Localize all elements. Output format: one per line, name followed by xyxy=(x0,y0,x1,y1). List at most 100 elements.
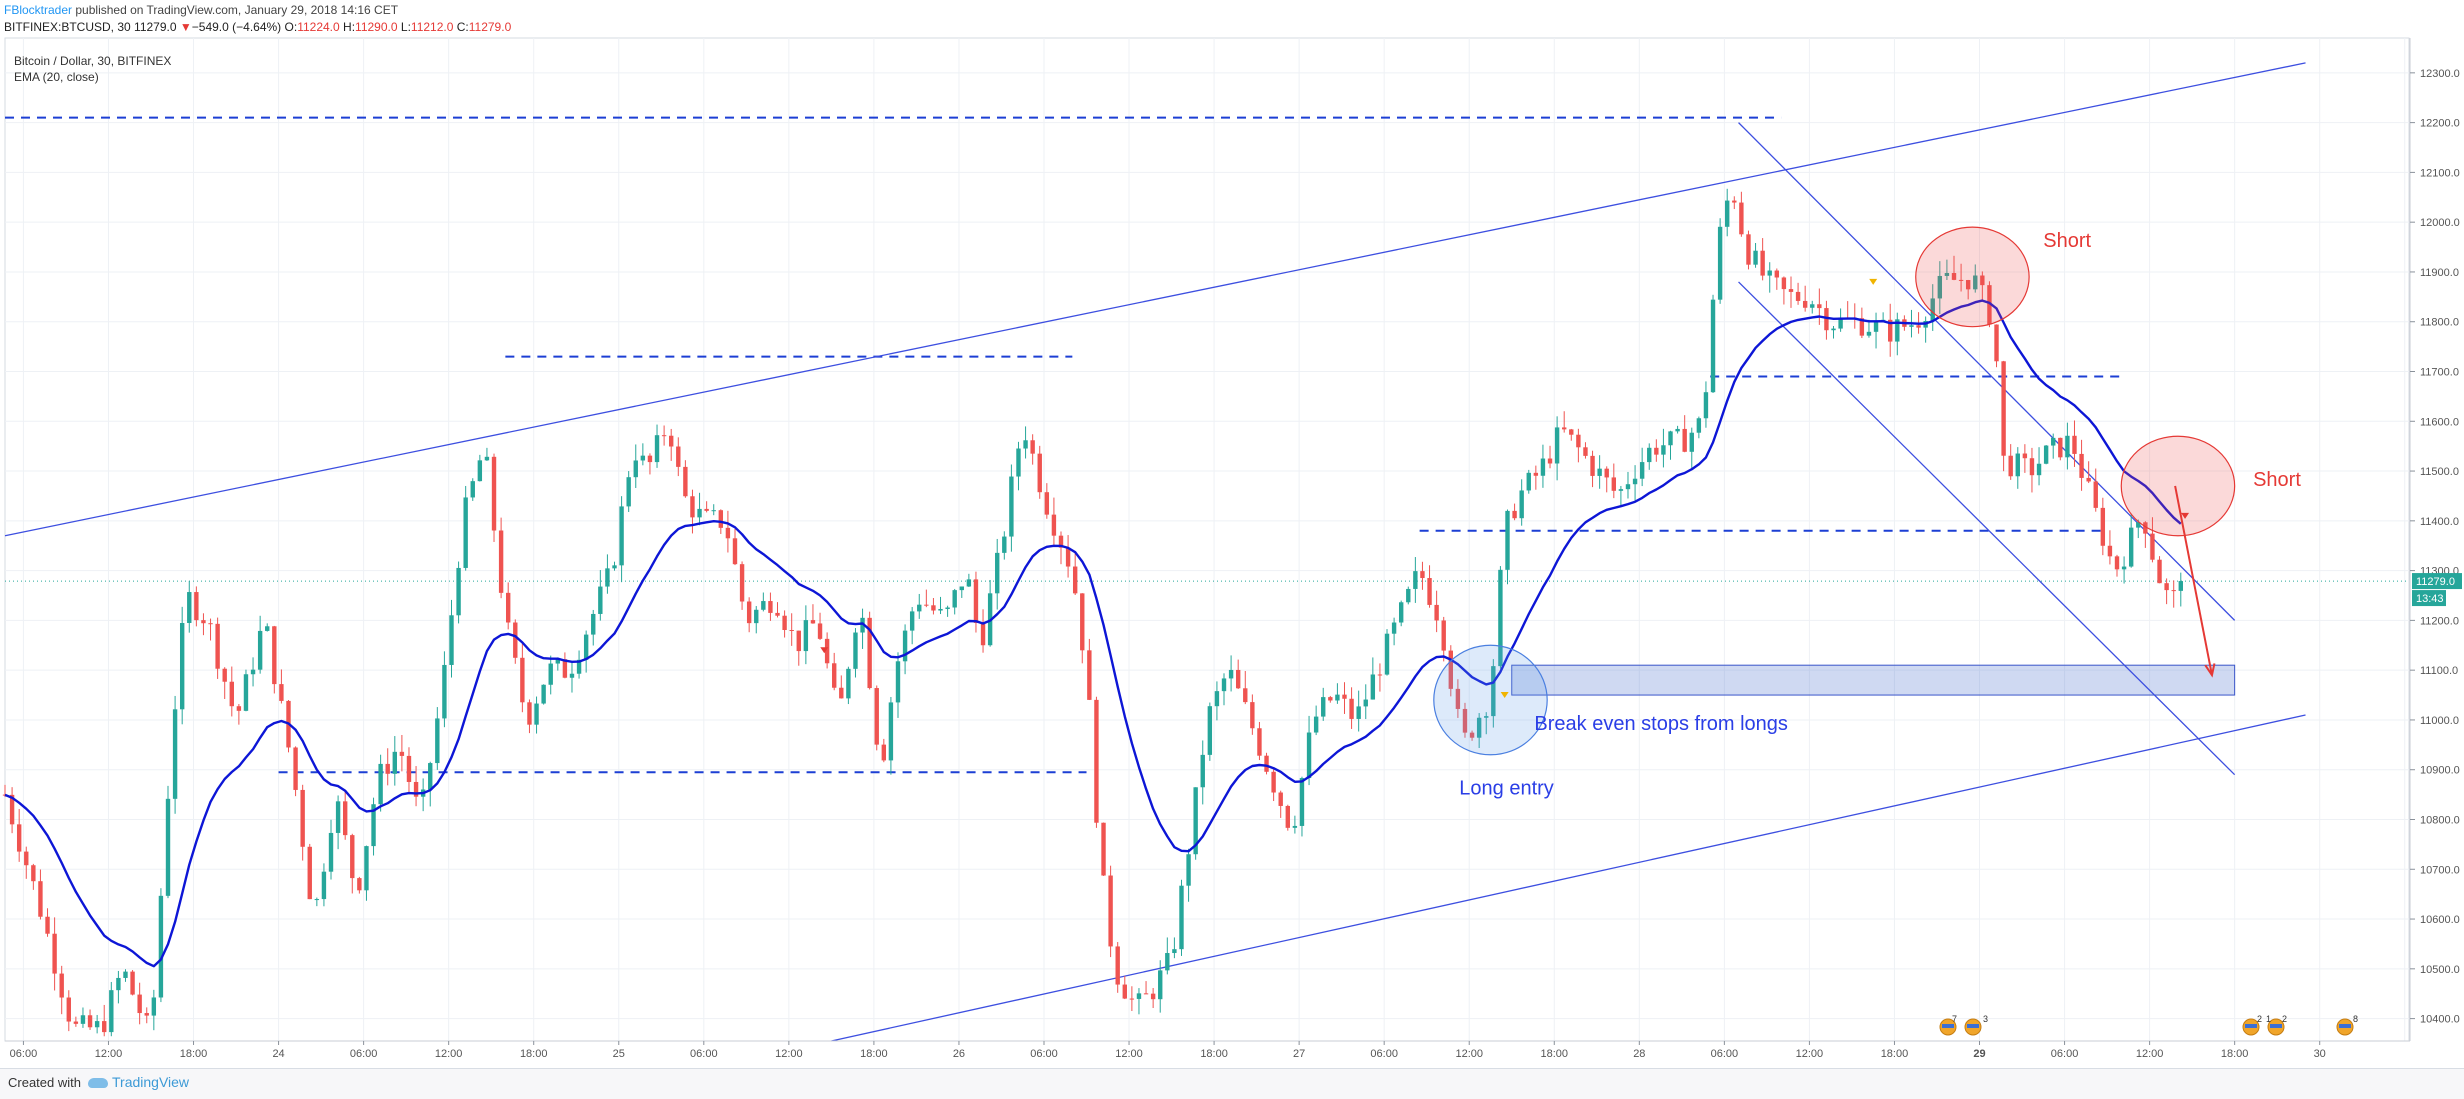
plot-area[interactable] xyxy=(4,37,2410,1042)
candle-body xyxy=(633,460,638,478)
candle-body xyxy=(2171,590,2176,592)
candle-body xyxy=(1795,291,1801,301)
candle-body xyxy=(973,579,979,623)
candle-body xyxy=(839,687,844,699)
close-value: 11279.0 xyxy=(468,20,512,34)
price-tick-label: 12200.0 xyxy=(2420,118,2460,130)
candle-body xyxy=(534,703,539,725)
horizontal-levels xyxy=(5,116,2409,774)
candle-body xyxy=(2043,445,2049,464)
candle-body xyxy=(1108,875,1113,947)
candle-body xyxy=(1420,571,1425,579)
low-label: L: xyxy=(400,20,411,34)
candle-body xyxy=(2157,559,2162,584)
candle-body xyxy=(1427,578,1432,605)
candle-body xyxy=(357,878,362,891)
candle-body xyxy=(208,623,213,625)
candle-body xyxy=(243,674,249,711)
candle-body xyxy=(1831,328,1836,331)
candle-body xyxy=(959,586,964,591)
ema-line xyxy=(4,299,2182,968)
time-axis[interactable]: 06:00 12:00 18:00 24 06:00 12:00 18:00 25 06:00 1… xyxy=(5,1040,2410,1060)
time-tick-label: 06:00 xyxy=(1711,1048,1739,1060)
candle-body xyxy=(505,592,511,623)
candle-body xyxy=(2065,435,2070,458)
candle-body xyxy=(116,977,121,991)
candle-body xyxy=(45,916,50,934)
chart-title: Bitcoin / Dollar, 30, BITFINEX xyxy=(14,54,171,68)
time-tick-label: 06:00 xyxy=(2051,1048,2079,1060)
countdown-label: 13:43 xyxy=(2416,593,2444,605)
candle-body xyxy=(562,659,568,678)
price-axis[interactable]: 10400.0 10500.0 10600.0 10700.0 10800.0 10900… xyxy=(2409,38,2464,1041)
candle-body xyxy=(789,629,794,631)
time-tick-label: 18:00 xyxy=(1541,1048,1569,1060)
candle-body xyxy=(1299,778,1305,826)
candle-body xyxy=(725,527,731,539)
candle-body xyxy=(1023,440,1028,449)
candle-body xyxy=(1696,418,1702,433)
candle-body xyxy=(1228,669,1234,679)
candle-body xyxy=(853,632,858,669)
candle-body xyxy=(1370,674,1376,700)
price-tick-label: 10500.0 xyxy=(2420,964,2460,976)
candle-body xyxy=(2178,581,2183,591)
candle-body xyxy=(229,681,234,707)
candle-body xyxy=(1873,321,1879,332)
candle-body xyxy=(1200,754,1205,788)
candle-body xyxy=(321,871,327,900)
candle-body xyxy=(1916,325,1921,328)
candle-body xyxy=(1172,949,1177,954)
candle-body xyxy=(1682,428,1687,452)
candle-body xyxy=(52,933,57,974)
candle-body xyxy=(541,684,546,704)
candle-body xyxy=(16,824,22,852)
candle-body xyxy=(846,668,851,699)
candle-body xyxy=(1958,279,1964,281)
tradingview-logo[interactable]: TradingView xyxy=(88,1074,189,1090)
candle-body xyxy=(647,455,653,463)
candle-body xyxy=(824,638,830,664)
candle-body xyxy=(314,899,320,901)
time-tick-label: 06:00 xyxy=(350,1048,378,1060)
candle-body xyxy=(1491,666,1496,717)
candle-body xyxy=(754,609,759,624)
candle-body xyxy=(201,620,206,624)
candle-body xyxy=(1540,458,1546,476)
candle-body xyxy=(591,613,596,635)
candle-body xyxy=(569,673,575,678)
candle-body xyxy=(1448,650,1453,689)
author-link[interactable]: FBlocktrader xyxy=(4,3,73,17)
grid xyxy=(5,38,2409,1041)
candle-body xyxy=(548,663,553,685)
candle-body xyxy=(881,744,887,761)
candle-body xyxy=(1774,270,1780,278)
candle-body xyxy=(2022,453,2028,459)
signal-marker xyxy=(1500,692,1509,699)
candle-body xyxy=(1710,299,1716,393)
candle-body xyxy=(746,601,752,624)
candle-body xyxy=(392,751,397,774)
candle-body xyxy=(1398,602,1404,623)
candle-body xyxy=(1051,514,1057,536)
candle-body xyxy=(782,615,787,630)
tradingview-cloud-icon xyxy=(88,1078,108,1089)
candle-body xyxy=(1406,588,1411,603)
candle-body xyxy=(527,702,532,725)
signal-marker xyxy=(820,647,829,654)
time-tick-label: 12:00 xyxy=(1796,1048,1824,1060)
candle-body xyxy=(449,615,454,665)
candle-body xyxy=(1186,854,1191,886)
candle-body xyxy=(945,607,950,609)
candle-body xyxy=(300,789,305,847)
price-chart[interactable]: Short Short Break even stops from longs Lon… xyxy=(0,0,2464,1068)
candle-body xyxy=(498,530,504,593)
candle-body xyxy=(1016,448,1021,477)
candle-body xyxy=(1810,304,1815,308)
candle-body xyxy=(1725,200,1730,227)
candle-body xyxy=(1838,317,1843,329)
candle-body xyxy=(1250,702,1255,729)
candle-body xyxy=(924,604,929,606)
candle-body xyxy=(902,630,908,662)
